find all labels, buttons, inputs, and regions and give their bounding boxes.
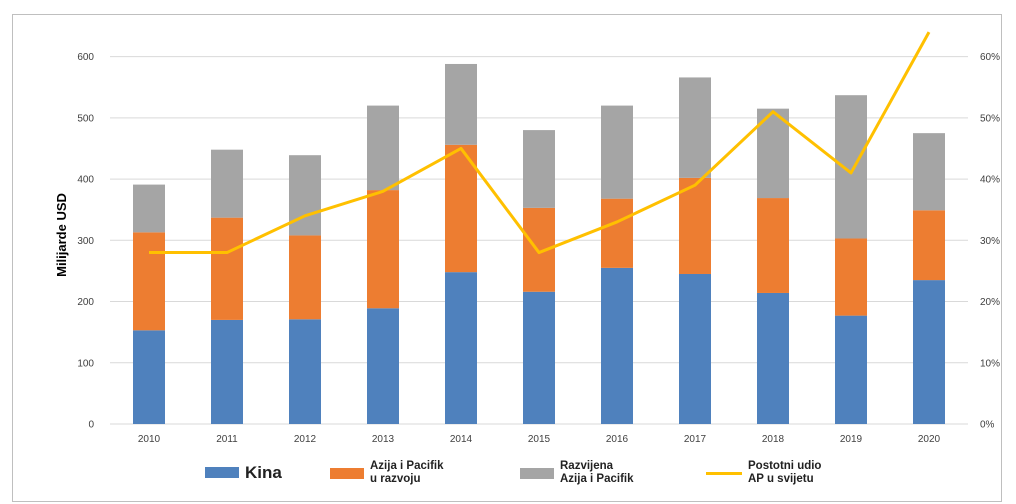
y2-tick-label: 10% (980, 358, 1000, 369)
bar-segment (757, 198, 789, 293)
legend-item-postotni-udio: Postotni udio AP u svijetu (706, 460, 821, 486)
bar-segment (445, 63, 477, 145)
legend-label-razvijena: Razvijena Azija i Pacifik (560, 460, 634, 485)
x-tick-label: 2012 (294, 434, 317, 445)
x-tick-label: 2010 (138, 434, 161, 445)
y-tick-label: 600 (77, 52, 94, 63)
bar-segment (913, 133, 945, 211)
bar-segment (601, 105, 633, 199)
bar-segment (523, 130, 555, 208)
chart-canvas: 0 100 200 300 400 500 600 0% 10% 20% 30% 40% 50% 60% 2… (54, 31, 1000, 445)
bar-segment (913, 210, 945, 281)
bar-segment (835, 315, 867, 424)
bar-segment (367, 190, 399, 309)
bar-segment (367, 308, 399, 424)
y-tick-label: 500 (77, 113, 94, 124)
legend-item-azija-razvoj: Azija i Pacifik u razvoju (330, 460, 444, 486)
y-tick-label: 400 (77, 175, 94, 186)
y2-tick-label: 50% (980, 113, 1000, 124)
y-tick-label: 0 (88, 420, 94, 431)
bar-segment (601, 267, 633, 424)
bar-segment (445, 144, 477, 273)
bar-segment (679, 177, 711, 274)
x-tick-label: 2014 (450, 434, 473, 445)
legend-swatch-azija-razvoj (330, 467, 364, 479)
bar-segment (601, 198, 633, 268)
bar-segment (133, 232, 165, 331)
legend-swatch-razvijena (520, 467, 554, 479)
legend-label-postotni-udio: Postotni udio AP u svijetu (748, 460, 822, 485)
bar-segment (523, 291, 555, 424)
x-tick-label: 2011 (216, 434, 238, 445)
bar-segment (289, 155, 321, 236)
y2-tick-label: 60% (980, 52, 1000, 63)
y-tick-label: 300 (77, 236, 94, 247)
legend-label-azija-razvoj: Azija i Pacifik u razvoju (370, 460, 444, 485)
x-tick-label: 2015 (528, 434, 551, 445)
x-tick-label: 2017 (684, 434, 707, 445)
x-tick-label: 2018 (762, 434, 785, 445)
x-tick-label: 2020 (918, 434, 941, 445)
x-tick-label: 2019 (840, 434, 863, 445)
bar-segment (133, 330, 165, 424)
bar-segment (289, 319, 321, 424)
bar-segment (211, 149, 243, 218)
chart-legend: Kina Azija i Pacifik u razvoju Razvijena… (0, 452, 1016, 504)
bar-segment (133, 184, 165, 233)
line-series (149, 31, 931, 255)
legend-label-kina: Kina (245, 463, 282, 482)
bar-segment (679, 77, 711, 178)
y-axis-label: Milijarde USD (54, 193, 69, 277)
bar-segment (679, 273, 711, 424)
bar-segment (835, 238, 867, 316)
bar-segment (289, 235, 321, 320)
bar-segment (211, 319, 243, 424)
y2-tick-label: 0% (980, 420, 995, 431)
bar-segment (757, 292, 789, 424)
legend-swatch-kina (205, 467, 239, 478)
bar-segment (211, 217, 243, 320)
bar-segment (523, 207, 555, 292)
legend-item-razvijena: Razvijena Azija i Pacifik (520, 460, 634, 486)
y2-tick-label: 20% (980, 297, 1000, 308)
bar-segment (445, 272, 477, 424)
x-tick-label: 2013 (372, 434, 395, 445)
legend-swatch-postotni-udio (706, 471, 742, 475)
y-tick-label: 200 (77, 297, 94, 308)
bar-segment (367, 105, 399, 191)
x-tick-label: 2016 (606, 434, 629, 445)
legend-item-kina: Kina (205, 463, 282, 482)
bar-segment (835, 95, 867, 239)
y-tick-label: 100 (77, 358, 94, 369)
bar-segment (913, 280, 945, 424)
y2-tick-label: 30% (980, 236, 1000, 247)
y2-tick-label: 40% (980, 175, 1000, 186)
